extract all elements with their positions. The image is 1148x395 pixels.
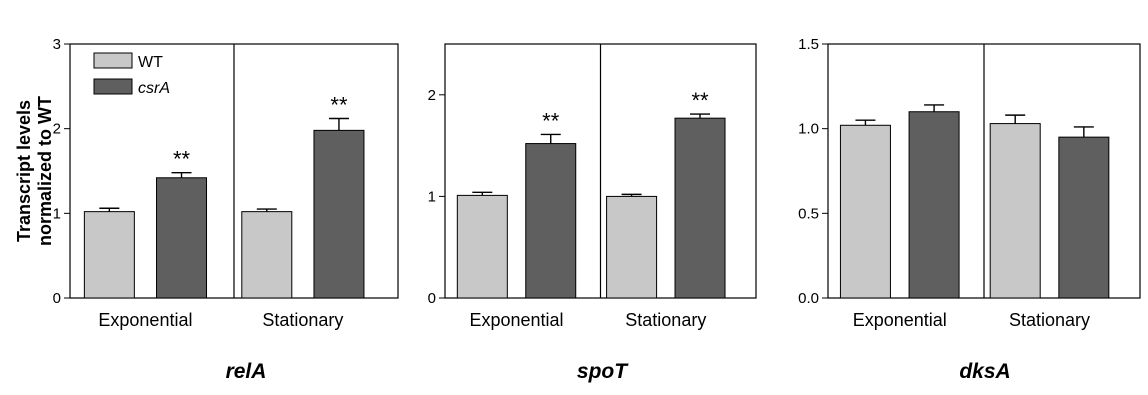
bar-WT-exponential (456, 194, 508, 299)
x-category-label: Stationary (1009, 310, 1090, 330)
significance-marker: ** (173, 147, 191, 172)
bar-WT-stationary (989, 123, 1041, 299)
bar-csrA-exponential (156, 177, 208, 299)
x-category-label: Stationary (262, 310, 343, 330)
legend-swatch (93, 78, 133, 95)
panel-relA: 0 1 2 3 ** ** Exponential Stationary relA Transcr… (14, 36, 399, 383)
y-tick-label: 1 (428, 188, 436, 205)
bar-WT-stationary (606, 195, 658, 299)
x-category-label: Stationary (625, 310, 706, 330)
legend-label: csrA (138, 80, 170, 97)
bar-csrA-stationary (313, 129, 365, 299)
bar-WT-stationary (241, 211, 293, 299)
y-tick-label: 1.0 (798, 121, 819, 138)
y-tick-label: 0 (53, 290, 61, 307)
legend: WT csrA (93, 52, 170, 97)
y-axis-label: Transcript levelsnormalized to WT (14, 96, 55, 246)
x-category-label: Exponential (853, 310, 947, 330)
y-tick-label: 1.5 (798, 36, 819, 53)
y-tick-label: 2 (53, 121, 61, 138)
bar-WT-exponential (839, 124, 891, 299)
y-tick-label: 0.5 (798, 205, 819, 222)
panel-spoT: 0 1 2 ** ** Exponential Stationary spoT (428, 43, 757, 383)
bar-csrA-stationary (674, 117, 726, 299)
y-tick-label: 0.0 (798, 290, 819, 307)
panel-title: relA (226, 360, 267, 383)
legend-label: WT (138, 54, 163, 71)
y-tick-label: 1 (53, 205, 61, 222)
bar-csrA-exponential (525, 143, 577, 299)
panel-title: dksA (959, 360, 1010, 383)
y-tick-label: 3 (53, 36, 61, 53)
x-category-label: Exponential (469, 310, 563, 330)
significance-marker: ** (691, 88, 709, 113)
bar-csrA-stationary (1058, 136, 1110, 299)
bar-csrA-exponential (908, 111, 960, 299)
significance-marker: ** (330, 93, 348, 118)
legend-swatch (93, 52, 133, 69)
panel-title: spoT (577, 360, 629, 383)
y-tick-label: 2 (428, 87, 436, 104)
x-category-label: Exponential (98, 310, 192, 330)
panel-dksA: 0.0 0.5 1.0 1.5 Exponential Stationary dksA (798, 36, 1141, 383)
y-tick-label: 0 (428, 290, 436, 307)
bar-WT-exponential (83, 211, 135, 299)
significance-marker: ** (542, 108, 560, 133)
